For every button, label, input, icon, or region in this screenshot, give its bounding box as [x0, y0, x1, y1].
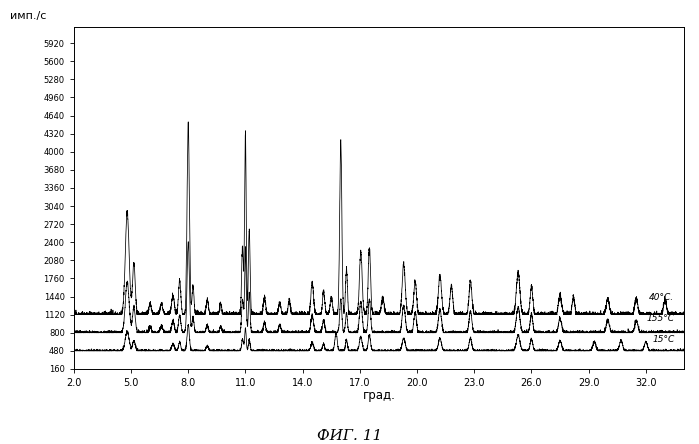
X-axis label: град.: град. — [363, 389, 396, 402]
Text: 155°С: 155°С — [647, 314, 675, 323]
Text: ФИГ. 11: ФИГ. 11 — [317, 428, 382, 443]
Text: 40°С.: 40°С. — [649, 293, 675, 301]
Y-axis label: имп./с: имп./с — [10, 11, 46, 20]
Text: 15°С: 15°С — [652, 335, 675, 344]
